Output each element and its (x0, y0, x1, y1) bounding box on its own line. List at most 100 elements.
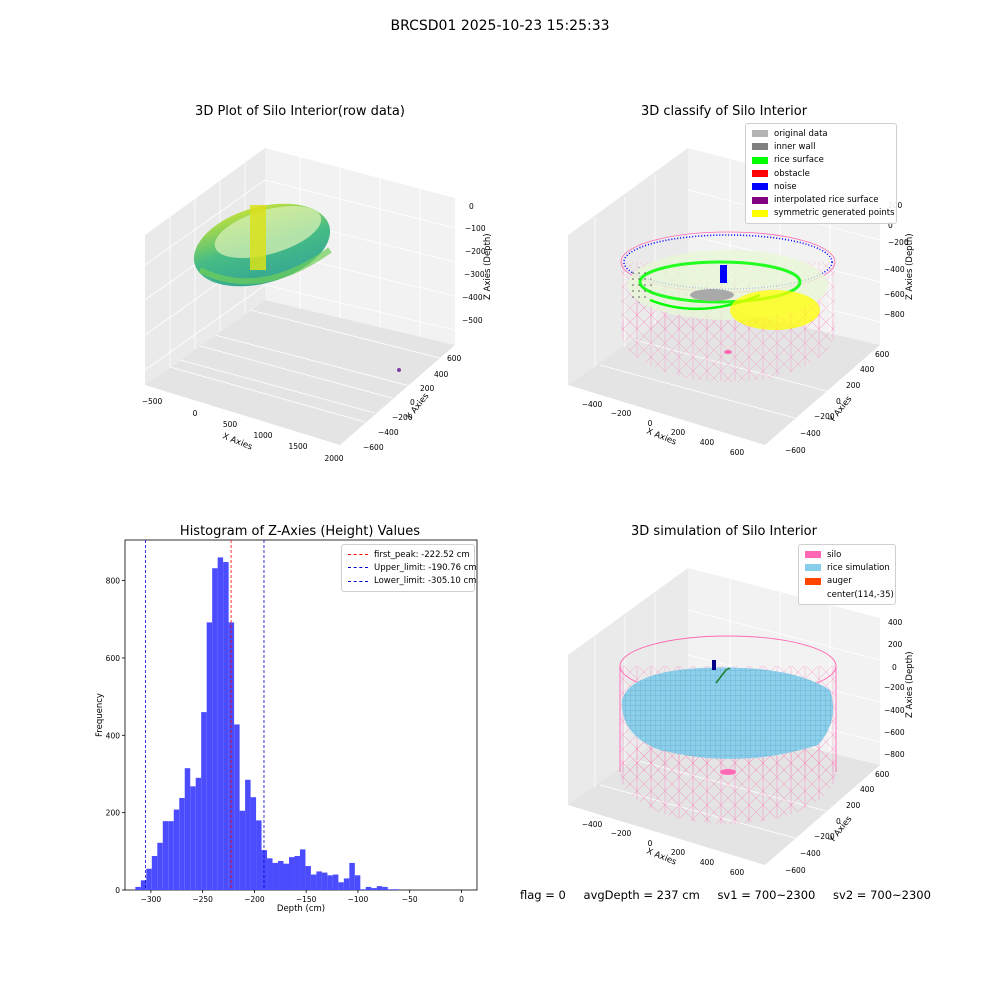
histogram-bar (299, 849, 306, 890)
raw-y-tick: 200 (420, 384, 435, 393)
legend-center: center(114,-35) (805, 588, 894, 601)
sv1-text: sv1 = 700~2300 (717, 888, 816, 902)
histogram-bar (173, 809, 180, 890)
classify-y-tick: 400 (860, 365, 875, 374)
status-line: flag = 0 avgDepth = 237 cm sv1 = 700~230… (520, 888, 945, 902)
histogram-bar (294, 855, 300, 890)
classify-legend: original data inner wall rice surface ob… (745, 123, 897, 225)
legend-swatch (752, 170, 768, 178)
raw-y-tick: −400 (378, 428, 399, 437)
legend-swatch (805, 551, 821, 559)
histogram-bar (387, 889, 394, 890)
figure-title: BRCSD01 2025-10-23 15:25:33 (390, 18, 610, 34)
histogram-bar (201, 712, 207, 890)
histogram-bar (245, 779, 251, 890)
legend-auger: auger (805, 575, 889, 588)
histogram-bar (321, 872, 328, 890)
legend-label: first_peak: -222.52 cm (374, 549, 470, 560)
classify-x-tick: −200 (611, 409, 632, 418)
sim-y-tick: 0 (836, 817, 841, 826)
raw-x-tick: 1000 (253, 431, 272, 440)
legend-symmetric-generated-points: symmetric generated points (752, 207, 895, 220)
histogram-bar (382, 886, 388, 890)
legend-label: interpolated rice surface (774, 195, 879, 206)
classify-z-label: Z Axies (Depth) (905, 233, 915, 300)
sim-x-tick: 400 (700, 858, 715, 867)
histogram-bar (140, 880, 147, 890)
classify-y-tick: 200 (846, 381, 861, 390)
histogram-x-label: Depth (cm) (277, 904, 325, 914)
raw-z-tick: 0 (469, 202, 474, 211)
histogram-bar (179, 797, 185, 890)
legend-label: Upper_limit: -190.76 cm (374, 562, 477, 573)
sv2-text: sv2 = 700~2300 (833, 888, 931, 902)
legend-swatch (752, 209, 768, 217)
classify-z-tick: −600 (884, 290, 905, 299)
legend-line (348, 554, 368, 556)
legend-line (348, 580, 368, 582)
histogram-bar (360, 889, 366, 890)
histogram-y-ticks: 0 200 400 600 800 (106, 577, 125, 895)
sim-y-tick: 200 (846, 801, 861, 810)
histogram-bar (212, 568, 218, 890)
histogram-bar (305, 866, 311, 890)
legend-swatch (752, 183, 768, 191)
raw-z-tick: −300 (464, 270, 485, 279)
legend-label: noise (774, 181, 797, 192)
histogram-bar (267, 858, 273, 890)
histogram-title: Histogram of Z-Axies (Height) Values (179, 524, 421, 539)
classify-z-tick: −400 (884, 265, 905, 274)
histogram-x-tick-label: −50 (402, 895, 418, 904)
classify-z-tick: −200 (888, 238, 909, 247)
classify-y-tick: −600 (785, 446, 806, 455)
classify-x-tick: 200 (671, 428, 686, 437)
classify-x-tick: 600 (730, 448, 745, 457)
legend-swatch (752, 130, 768, 138)
histogram-y-tick-label: 0 (115, 886, 120, 895)
legend-label: obstacle (774, 168, 810, 179)
legend-silo: silo (805, 548, 889, 561)
simulation-legend: silo rice simulation auger center(114,-3… (798, 544, 896, 606)
histogram-x-tick-label: −300 (141, 895, 162, 904)
classify-y-tick: 0 (836, 397, 841, 406)
legend-line (348, 567, 368, 569)
raw-y-tick: −600 (363, 443, 384, 452)
sim-z-tick: −400 (884, 706, 905, 715)
histogram-bar (135, 886, 141, 890)
classify-z-tick: −800 (884, 310, 905, 319)
histogram-bar (393, 889, 399, 890)
histogram-bar (332, 874, 339, 890)
sim-z-tick: 400 (888, 618, 903, 627)
legend-obstacle: obstacle (752, 167, 890, 180)
histogram-y-label: Frequency (95, 693, 105, 737)
classify-z-tick: 0 (888, 221, 893, 230)
raw-plot-axes: −500 0 500 1000 1500 2000 600 400 200 0 … (142, 148, 493, 463)
histogram-bar (310, 874, 317, 890)
sim-z-tick: −800 (884, 750, 905, 759)
legend-rice-simulation: rice simulation (805, 561, 890, 574)
histogram-bar (272, 862, 279, 890)
histogram-bar (376, 886, 383, 890)
classify-plot-axes: −400 −200 0 200 400 600 600 400 200 0 −2… (568, 148, 915, 457)
raw-x-tick: 2000 (324, 454, 343, 463)
sim-z-label: Z Axies (Depth) (905, 651, 915, 718)
raw-y-tick: 0 (410, 398, 415, 407)
histogram-x-tick-label: 0 (459, 895, 464, 904)
histogram-bar (217, 557, 224, 890)
raw-z-label: Z Axies (Depth) (483, 233, 493, 300)
histogram-bar (371, 888, 377, 890)
legend-label: rice simulation (827, 562, 890, 573)
histogram-bar (349, 862, 355, 890)
histogram-bars (135, 557, 399, 890)
sim-z-tick: −600 (884, 728, 905, 737)
raw-x-tick: 1500 (288, 442, 307, 451)
legend-lower-limit: Lower_limit: -305.10 cm (348, 575, 476, 588)
legend-interpolated-rice-surface: interpolated rice surface (752, 193, 890, 206)
legend-label: auger (827, 576, 852, 587)
simulation-plot-title: 3D simulation of Silo Interior (631, 524, 817, 539)
histogram-bar (327, 875, 333, 890)
raw-z-tick: −200 (465, 247, 486, 256)
histogram-bar (283, 863, 289, 890)
legend-swatch (805, 577, 821, 585)
